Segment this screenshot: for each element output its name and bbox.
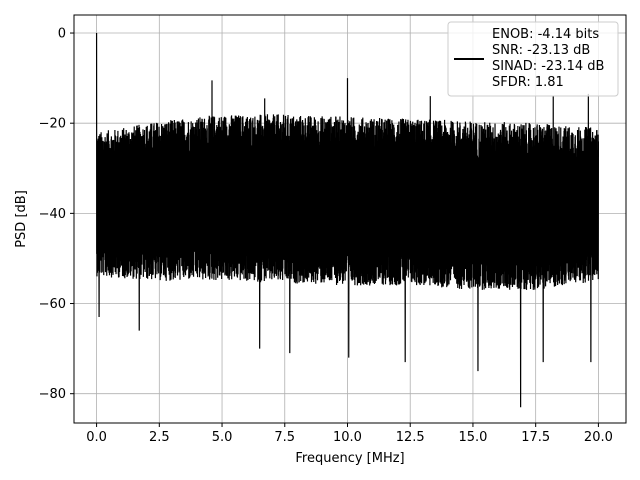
x-axis-title: Frequency [MHz]	[295, 451, 404, 466]
legend-box	[447, 21, 619, 97]
y-tick-label: −60	[39, 297, 66, 312]
y-axis-ticks: 0 −20 −40 −60 −80	[39, 27, 74, 402]
legend-entry-snr: SNR: -23.13 dB	[492, 43, 590, 58]
legend: ENOB: -4.14 bits SNR: -23.13 dB SINAD: -…	[447, 21, 619, 97]
legend-entry-sinad: SINAD: -23.14 dB	[492, 59, 604, 74]
x-tick-label: 7.5	[274, 430, 295, 445]
x-tick-label: 15.0	[458, 430, 487, 445]
legend-entry-sfdr: SFDR: 1.81	[492, 75, 564, 90]
x-tick-label: 0.0	[86, 430, 107, 445]
legend-entry-enob: ENOB: -4.14 bits	[492, 27, 599, 42]
x-tick-label: 10.0	[333, 430, 362, 445]
x-tick-label: 2.5	[149, 430, 170, 445]
y-tick-label: 0	[58, 27, 66, 42]
x-tick-label: 17.5	[521, 430, 550, 445]
x-tick-label: 12.5	[396, 430, 425, 445]
y-tick-label: −20	[39, 117, 66, 132]
x-axis-ticks: 0.0 2.5 5.0 7.5 10.0 12.5 15.0 17.5 20.0	[86, 423, 613, 445]
psd-series-line	[95, 33, 599, 408]
plot-frame	[73, 14, 627, 424]
x-tick-label: 20.0	[584, 430, 613, 445]
y-tick-label: −40	[39, 207, 66, 222]
y-axis-title: PSD [dB]	[14, 190, 29, 248]
y-tick-label: −80	[39, 387, 66, 402]
x-tick-label: 5.0	[212, 430, 233, 445]
series-layer	[95, 33, 599, 408]
